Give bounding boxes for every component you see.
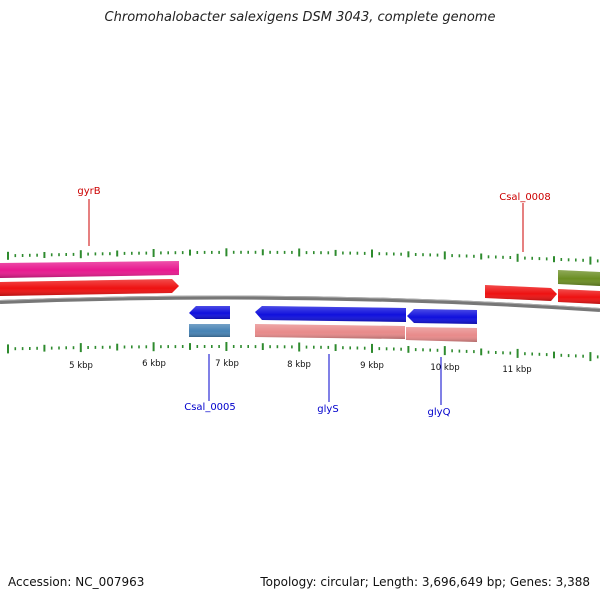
gene-glyS-block[interactable] (255, 324, 405, 339)
bottom-tick-track (7, 342, 599, 362)
scale-label-11kbp: 11 kbp (502, 365, 531, 375)
genome-title: Chromohalobacter salexigens DSM 3043, co… (104, 10, 496, 25)
genome-backbone (0, 295, 600, 312)
scale-label-10kbp: 10 kbp (430, 363, 459, 373)
gene-gyrB-inner[interactable] (0, 279, 179, 296)
top-tick-track (7, 248, 599, 265)
scale-label-6kbp: 6 kbp (142, 359, 166, 369)
gene-Csal_0005-arrow[interactable] (189, 306, 230, 319)
gene-Csal_0008[interactable] (485, 285, 557, 301)
label-Csal_0005: Csal_0005 (184, 402, 236, 413)
genome-summary-text: Topology: circular; Length: 3,696,649 bp… (260, 575, 590, 589)
label-Csal_0008: Csal_0008 (499, 192, 551, 203)
scale-label-7kbp: 7 kbp (215, 359, 239, 369)
gene-glyQ-arrow[interactable] (407, 309, 477, 324)
gene-red-after-Csal_0008[interactable] (558, 289, 600, 304)
gene-green-segment[interactable] (558, 270, 600, 286)
gene-gyrB-outer[interactable] (0, 261, 179, 278)
label-glyQ: glyQ (428, 407, 451, 418)
gene-glyQ-block[interactable] (406, 327, 477, 342)
scale-label-8kbp: 8 kbp (287, 360, 311, 370)
scale-label-5kbp: 5 kbp (69, 361, 93, 371)
label-gyrB: gyrB (77, 186, 100, 197)
scale-label-9kbp: 9 kbp (360, 361, 384, 371)
gene-Csal_0005-block[interactable] (189, 324, 230, 337)
accession-text: Accession: NC_007963 (8, 575, 145, 589)
gene-glyS-arrow[interactable] (255, 306, 406, 322)
label-glyS: glyS (317, 404, 338, 415)
